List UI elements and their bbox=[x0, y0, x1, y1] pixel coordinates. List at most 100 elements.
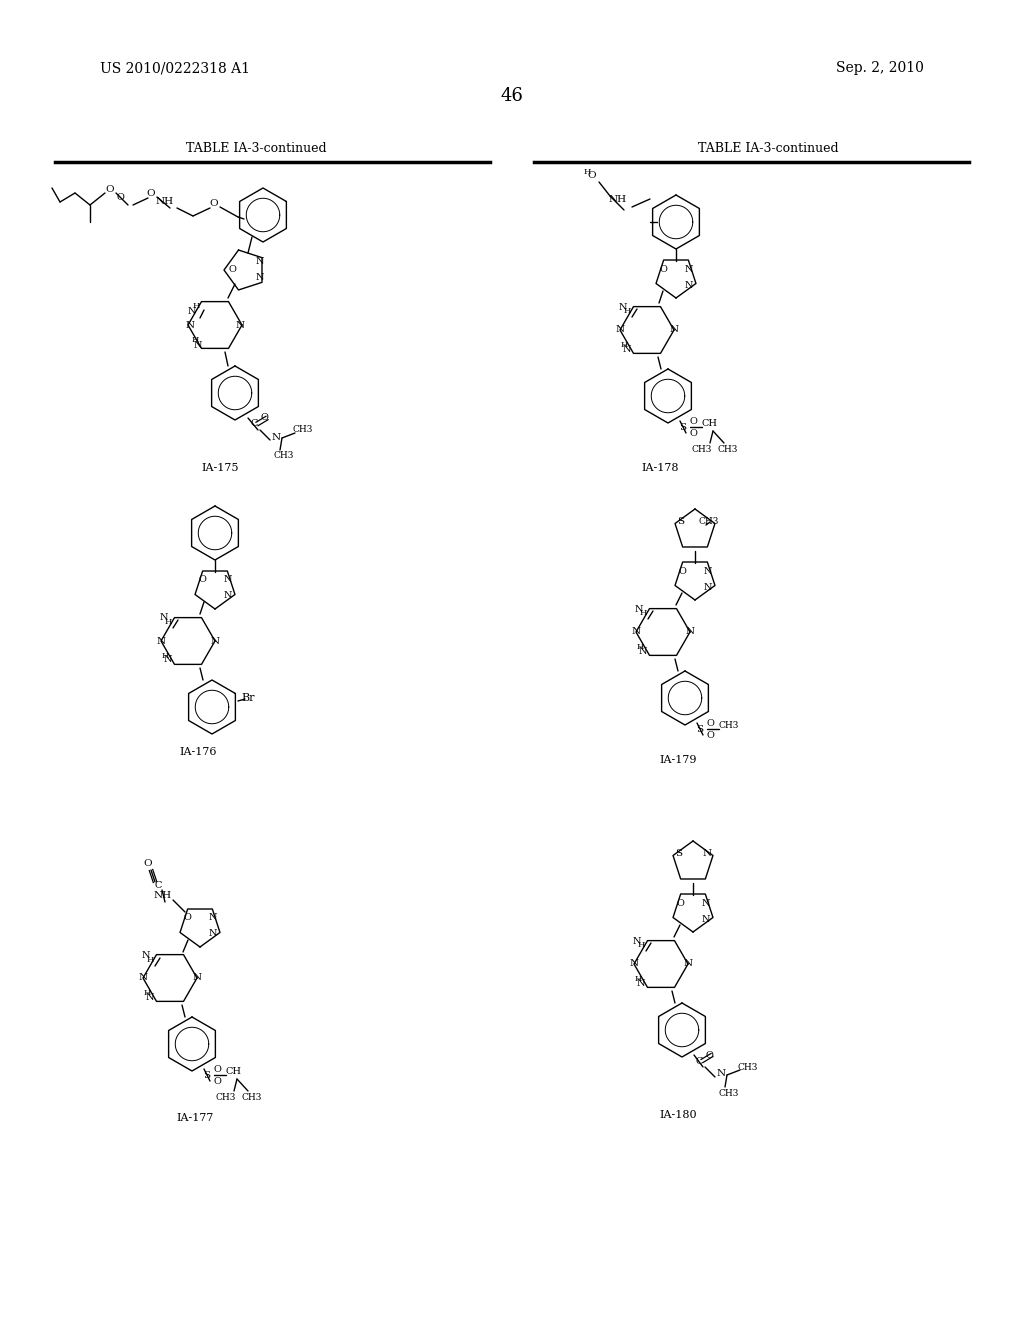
Text: N: N bbox=[193, 974, 202, 982]
Text: C: C bbox=[250, 420, 258, 429]
Text: N: N bbox=[209, 913, 217, 923]
Text: CH3: CH3 bbox=[273, 451, 294, 461]
Text: CH3: CH3 bbox=[719, 722, 739, 730]
Text: O: O bbox=[213, 1077, 221, 1086]
Text: H: H bbox=[636, 643, 644, 651]
Text: CH3: CH3 bbox=[719, 1089, 739, 1097]
Text: NH: NH bbox=[609, 195, 627, 205]
Text: N: N bbox=[615, 326, 625, 334]
Text: S: S bbox=[676, 849, 683, 858]
Text: N: N bbox=[209, 929, 217, 939]
Text: N: N bbox=[256, 257, 264, 267]
Text: Br: Br bbox=[242, 693, 255, 704]
Text: C: C bbox=[695, 1056, 702, 1065]
Text: O: O bbox=[213, 1064, 221, 1073]
Text: N: N bbox=[685, 281, 693, 289]
Text: H: H bbox=[639, 609, 647, 616]
Text: N: N bbox=[271, 433, 281, 441]
Text: CH3: CH3 bbox=[216, 1093, 237, 1101]
Text: H: H bbox=[191, 337, 199, 345]
Text: N: N bbox=[145, 993, 155, 1002]
Text: N: N bbox=[633, 936, 641, 945]
Text: CH: CH bbox=[226, 1067, 242, 1076]
Text: H: H bbox=[162, 652, 169, 660]
Text: N: N bbox=[211, 636, 219, 645]
Text: IA-177: IA-177 bbox=[176, 1113, 214, 1123]
Text: S: S bbox=[696, 725, 703, 734]
Text: IA-178: IA-178 bbox=[641, 463, 679, 473]
Text: N: N bbox=[160, 614, 168, 623]
Text: Sep. 2, 2010: Sep. 2, 2010 bbox=[837, 61, 924, 75]
Text: O: O bbox=[707, 718, 714, 727]
Text: N: N bbox=[685, 627, 694, 636]
Text: H: H bbox=[164, 618, 172, 626]
Text: H: H bbox=[146, 956, 154, 964]
Text: O: O bbox=[116, 194, 124, 202]
Text: O: O bbox=[105, 185, 115, 194]
Text: NH: NH bbox=[156, 198, 174, 206]
Text: N: N bbox=[164, 656, 172, 664]
Text: S: S bbox=[678, 516, 685, 525]
Text: N: N bbox=[632, 627, 641, 636]
Text: H: H bbox=[621, 341, 628, 348]
Text: 46: 46 bbox=[501, 87, 523, 106]
Text: N: N bbox=[635, 605, 643, 614]
Text: N: N bbox=[185, 321, 195, 330]
Text: O: O bbox=[676, 899, 684, 908]
Text: N: N bbox=[685, 264, 693, 273]
Text: CH3: CH3 bbox=[718, 445, 738, 454]
Text: N: N bbox=[639, 647, 647, 656]
Text: O: O bbox=[689, 429, 697, 438]
Text: O: O bbox=[210, 199, 218, 209]
Text: N: N bbox=[703, 566, 713, 576]
Text: N: N bbox=[623, 345, 631, 354]
Text: CH3: CH3 bbox=[242, 1093, 262, 1101]
Text: N: N bbox=[683, 960, 692, 969]
Text: NH: NH bbox=[154, 891, 172, 900]
Text: O: O bbox=[260, 413, 268, 422]
Text: N: N bbox=[702, 849, 712, 858]
Text: N: N bbox=[637, 978, 645, 987]
Text: TABLE IA-3-continued: TABLE IA-3-continued bbox=[185, 141, 327, 154]
Text: CH3: CH3 bbox=[698, 516, 719, 525]
Text: S: S bbox=[204, 1071, 211, 1080]
Text: N: N bbox=[630, 960, 639, 969]
Text: N: N bbox=[670, 326, 679, 334]
Text: O: O bbox=[689, 417, 697, 425]
Text: CH3: CH3 bbox=[692, 445, 712, 454]
Text: CH3: CH3 bbox=[293, 425, 313, 434]
Text: IA-179: IA-179 bbox=[659, 755, 696, 766]
Text: S: S bbox=[680, 422, 686, 432]
Text: O: O bbox=[228, 265, 236, 275]
Text: H: H bbox=[193, 302, 200, 310]
Text: US 2010/0222318 A1: US 2010/0222318 A1 bbox=[100, 61, 250, 75]
Text: N: N bbox=[157, 636, 166, 645]
Text: O: O bbox=[588, 172, 596, 181]
Text: O: O bbox=[143, 858, 153, 867]
Text: N: N bbox=[138, 974, 147, 982]
Text: N: N bbox=[703, 582, 713, 591]
Text: O: O bbox=[706, 1051, 713, 1060]
Text: H: H bbox=[143, 989, 151, 997]
Text: IA-180: IA-180 bbox=[659, 1110, 696, 1119]
Text: H: H bbox=[634, 975, 642, 983]
Text: O: O bbox=[659, 264, 667, 273]
Text: CH: CH bbox=[702, 418, 718, 428]
Text: O: O bbox=[146, 190, 156, 198]
Text: IA-175: IA-175 bbox=[202, 463, 239, 473]
Text: N: N bbox=[701, 915, 711, 924]
Text: N: N bbox=[224, 591, 232, 601]
Text: N: N bbox=[717, 1069, 726, 1078]
Text: O: O bbox=[707, 731, 714, 741]
Text: N: N bbox=[141, 952, 151, 961]
Text: N: N bbox=[194, 341, 203, 350]
Text: O: O bbox=[198, 576, 206, 585]
Text: IA-176: IA-176 bbox=[179, 747, 217, 756]
Text: O: O bbox=[678, 566, 686, 576]
Text: TABLE IA-3-continued: TABLE IA-3-continued bbox=[697, 141, 839, 154]
Text: CH3: CH3 bbox=[738, 1063, 758, 1072]
Text: O: O bbox=[183, 913, 190, 923]
Text: N: N bbox=[187, 306, 197, 315]
Text: H: H bbox=[637, 941, 645, 949]
Text: N: N bbox=[618, 302, 628, 312]
